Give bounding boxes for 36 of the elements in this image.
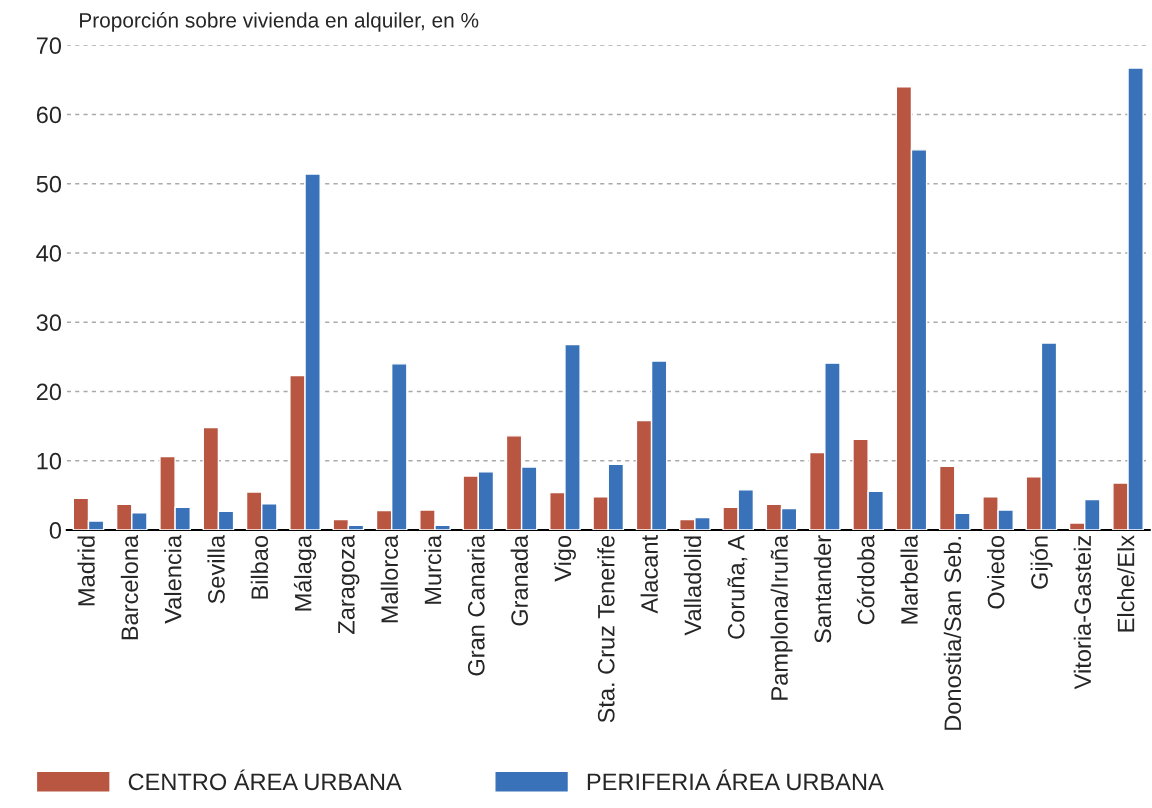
x-tick-label: Elche/Elx bbox=[1117, 535, 1135, 632]
y-axis-title: Proporción sobre vivienda en alquiler, en % bbox=[80, 12, 479, 32]
x-tick-label: Gran Canaria bbox=[467, 534, 485, 676]
x-tick-label: Donostia/San Seb. bbox=[943, 537, 962, 730]
x-tick-label: Vigo bbox=[553, 535, 576, 582]
x-tick-label: Oviedo bbox=[987, 535, 1005, 609]
x-tick-label: Málaga bbox=[293, 534, 317, 611]
y-tick-label: 10 bbox=[37, 452, 62, 470]
y-tick-label: 0 bbox=[49, 522, 62, 539]
x-tick-label: Gijón bbox=[1030, 536, 1053, 589]
x-tick-label: Barcelona bbox=[120, 534, 139, 640]
x-tick-label: Vitoria-Gasteiz bbox=[1073, 536, 1092, 690]
x-tick-label: Madrid bbox=[77, 536, 95, 606]
y-tick-label: 60 bbox=[36, 106, 62, 124]
x-tick-label: Sevilla bbox=[207, 534, 225, 604]
x-tick-label: Sta. Cruz Tenerife bbox=[597, 535, 615, 723]
x-tick-label: Granada bbox=[510, 534, 528, 626]
y-tick-label: 40 bbox=[36, 245, 62, 262]
x-tick-label: Coruña, A bbox=[727, 534, 748, 639]
x-tick-label: Marbella bbox=[900, 534, 918, 624]
x-tick-label: Murcia bbox=[423, 534, 442, 604]
x-tick-label: Mallorca bbox=[380, 534, 399, 623]
x-tick-label: Pamplona/Iruña bbox=[770, 534, 793, 700]
x-tick-label: Córdoba bbox=[856, 534, 875, 625]
x-tick-label: Alacant bbox=[640, 535, 658, 614]
legend-label: CENTRO ÁREA URBANA bbox=[128, 769, 402, 791]
x-tick-label: Bilbao bbox=[250, 535, 269, 599]
legend-label: PERIFERIA ÁREA URBANA bbox=[587, 769, 884, 791]
x-tick-label: Valladolid bbox=[683, 536, 702, 636]
x-tick-label: Santander bbox=[813, 535, 832, 643]
y-tick-label: 50 bbox=[36, 175, 62, 193]
x-tick-label: Valencia bbox=[164, 534, 182, 624]
x-tick-label: Zaragoza bbox=[338, 534, 360, 634]
y-tick-label: 30 bbox=[36, 314, 62, 332]
y-tick-label: 70 bbox=[36, 37, 62, 55]
y-tick-label: 20 bbox=[36, 383, 62, 401]
